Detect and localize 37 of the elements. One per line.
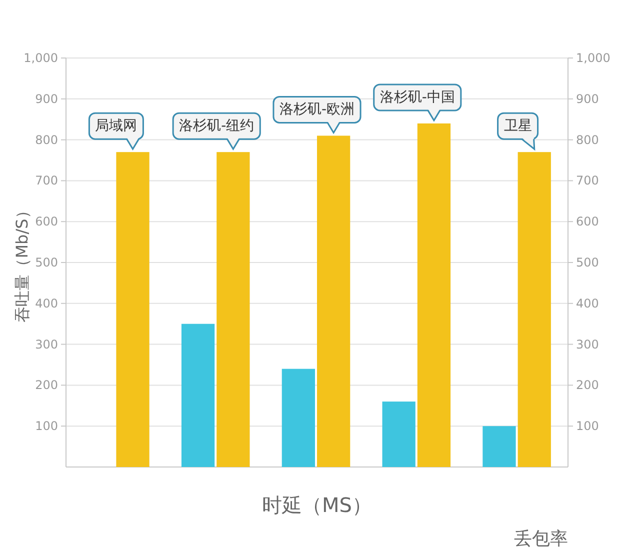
y-tick-label: 1,000 — [24, 51, 58, 65]
bar — [482, 426, 516, 467]
y-tick-label: 100 — [35, 419, 58, 434]
text: 丢包率 — [514, 528, 568, 550]
y-tick-label: 800 — [35, 132, 58, 147]
x-tick-label: 洛杉矶-欧洲 — [279, 102, 355, 118]
y2-tick-label: 400 — [576, 296, 599, 310]
y-tick-label: 500 — [35, 256, 58, 270]
bar — [317, 136, 350, 467]
bar — [181, 324, 215, 467]
y-tick-label: 900 — [35, 92, 58, 106]
bar — [282, 368, 315, 467]
x-axis-title: 时延（MS） — [262, 493, 372, 517]
bar — [216, 152, 250, 467]
bar — [518, 152, 551, 467]
y-axis-title: 吞吐量（Mb/S） — [12, 202, 32, 322]
x-tick-label: 卫星 — [504, 118, 532, 134]
y2-tick-label: 700 — [576, 174, 599, 188]
bar — [116, 152, 150, 467]
y2-tick-label: 800 — [576, 132, 599, 147]
bar — [382, 402, 416, 467]
y2-tick-label: 500 — [576, 256, 599, 270]
y2-tick-label: 600 — [576, 214, 599, 229]
y-tick-label: 600 — [35, 214, 58, 229]
x-tick-label: 局域网 — [95, 118, 138, 134]
x-tick-label: 洛杉矶-中国 — [380, 89, 455, 106]
y2-tick-label: 900 — [576, 92, 599, 106]
y2-tick-label: 300 — [576, 337, 599, 352]
y-tick-label: 400 — [35, 296, 58, 310]
y-tick-label: 700 — [35, 174, 58, 188]
y2-tick-label: 1,000 — [576, 51, 610, 65]
y2-tick-label: 200 — [576, 378, 599, 392]
y-tick-label: 200 — [35, 378, 58, 392]
y-tick-label: 300 — [35, 337, 58, 352]
x-tick-label: 洛杉矶-纽约 — [179, 118, 254, 134]
bar — [417, 123, 451, 467]
y2-tick-label: 100 — [576, 419, 599, 434]
